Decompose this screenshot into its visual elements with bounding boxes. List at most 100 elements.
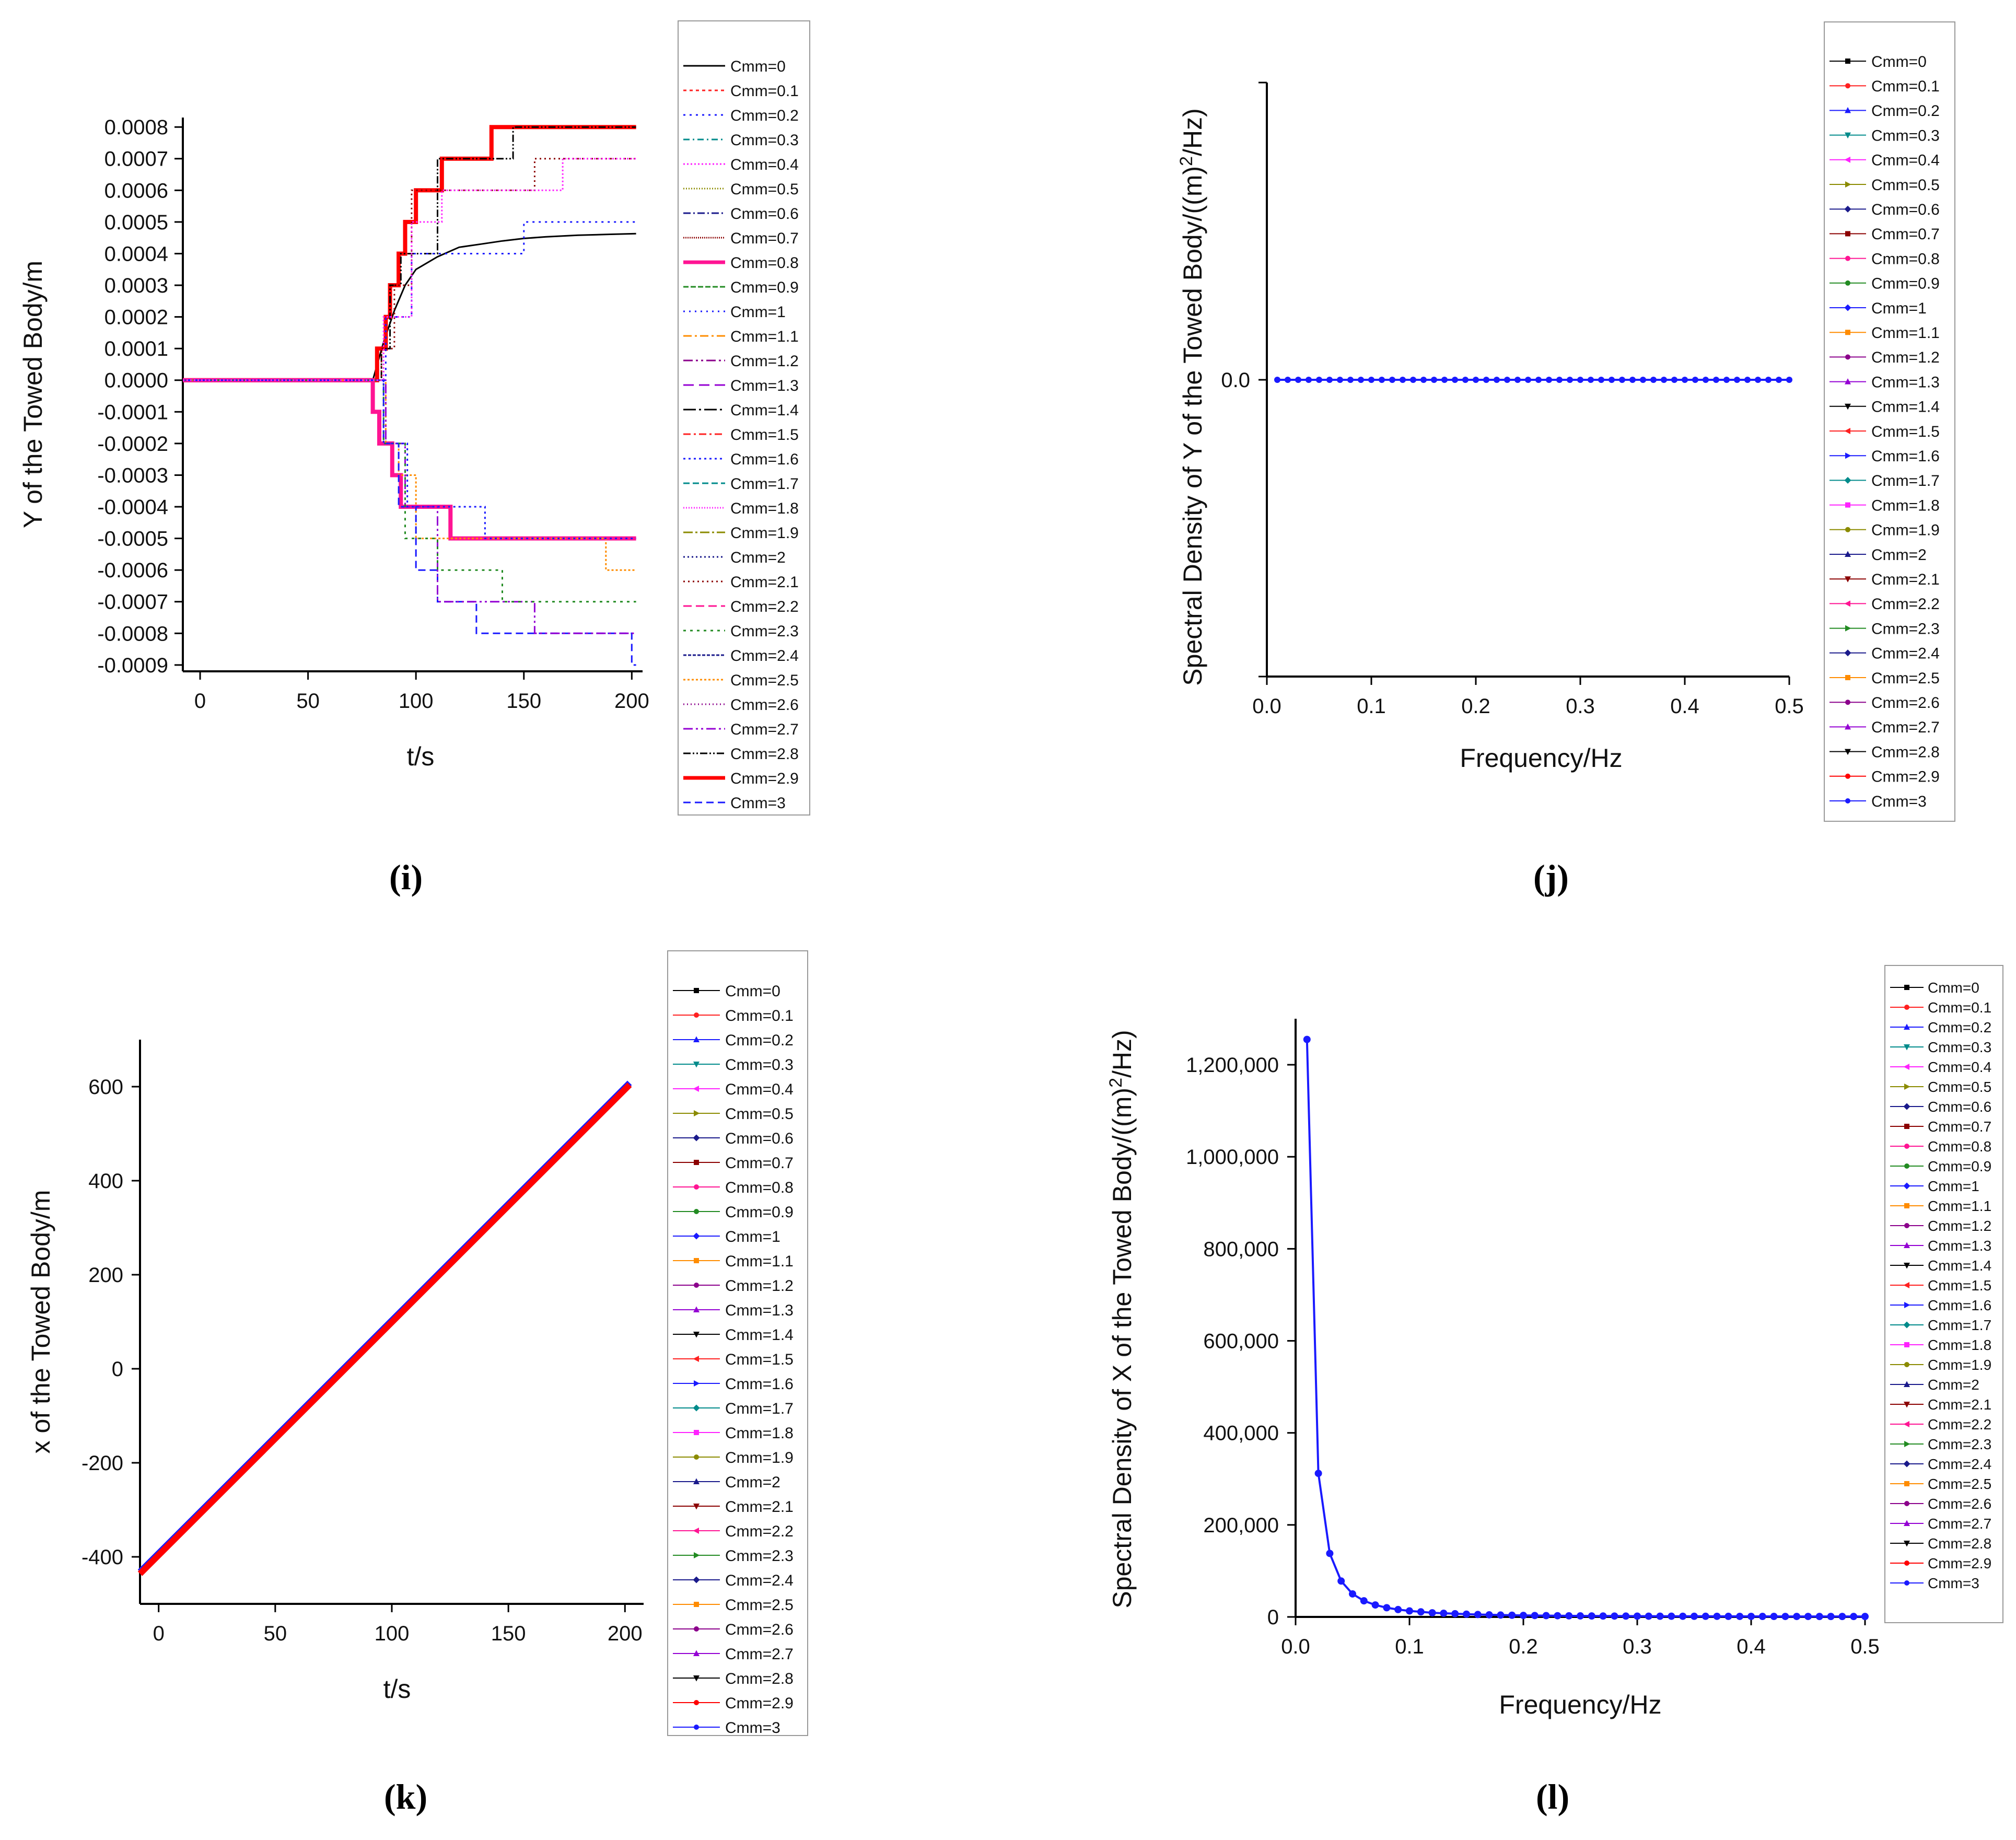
legend-entry: Cmm=1.8	[1871, 497, 1940, 514]
y-tick-label: -0.0007	[97, 591, 168, 614]
data-point	[1622, 1612, 1630, 1620]
legend-marker	[1845, 132, 1851, 139]
legend-entry: Cmm=2.5	[1871, 670, 1940, 687]
data-point	[1588, 377, 1594, 383]
data-point	[1400, 377, 1406, 383]
legend-entry: Cmm=3	[1871, 793, 1927, 810]
legend-marker	[694, 1209, 699, 1214]
data-point	[1337, 377, 1343, 383]
data-point	[1770, 1613, 1778, 1621]
data-point	[1379, 377, 1385, 383]
legend-marker	[1904, 1541, 1910, 1547]
legend-entry: Cmm=1.8	[730, 500, 799, 517]
y-tick-label: -0.0008	[97, 622, 168, 645]
x-tick-label: 0.1	[1357, 695, 1386, 718]
legend-entry: Cmm=1.2	[1871, 349, 1940, 366]
y-tick-label: 0.0004	[104, 242, 168, 265]
legend-entry: Cmm=0.9	[1871, 275, 1940, 293]
legend-marker	[693, 1306, 700, 1312]
legend-marker	[1904, 1144, 1909, 1149]
legend-entry: Cmm=2.2	[725, 1523, 794, 1540]
legend-entry: Cmm=2.3	[725, 1547, 794, 1565]
legend-marker	[693, 1134, 700, 1142]
data-point	[1358, 377, 1364, 383]
y-tick-label: -0.0009	[97, 654, 168, 677]
data-point	[1619, 377, 1625, 383]
y-tick-label: 0.0000	[104, 369, 168, 392]
legend-entry: Cmm=0.7	[1871, 226, 1940, 243]
x-axis-label: Frequency/Hz	[1499, 1690, 1661, 1719]
y-tick-label: 0.0006	[104, 179, 168, 202]
legend-marker	[694, 1430, 699, 1435]
data-point	[1815, 1613, 1823, 1621]
y-tick-label: 0.0007	[104, 148, 168, 171]
x-tick-label: 150	[491, 1622, 526, 1645]
legend-entry: Cmm=1.3	[725, 1302, 794, 1319]
legend-entry: Cmm=1.8	[1928, 1337, 1991, 1353]
legend-marker	[1845, 749, 1851, 755]
legend-marker	[693, 1675, 700, 1682]
data-point	[1668, 1612, 1675, 1620]
legend-entry: Cmm=1.4	[730, 402, 799, 419]
legend-box	[1884, 965, 2003, 1623]
data-point	[1682, 377, 1688, 383]
data-point	[1452, 377, 1458, 383]
x-tick-label: 0.3	[1566, 695, 1595, 718]
legend-entry: Cmm=0.2	[1871, 102, 1940, 120]
data-point	[1556, 377, 1563, 383]
series-line	[183, 378, 636, 541]
legend-entry: Cmm=1.1	[1928, 1198, 1991, 1214]
legend-marker	[1903, 1103, 1910, 1110]
data-point	[1314, 1470, 1322, 1477]
legend-entry: Cmm=0.2	[1928, 1019, 1991, 1035]
data-point	[1316, 377, 1322, 383]
data-point	[1744, 377, 1751, 383]
legend-entry: Cmm=2.7	[1871, 719, 1940, 736]
legend-entry: Cmm=0.1	[1928, 999, 1991, 1016]
data-point	[1671, 377, 1677, 383]
legend-entry: Cmm=1.2	[1928, 1218, 1991, 1234]
data-point	[1645, 1612, 1652, 1620]
data-point	[1747, 1612, 1755, 1620]
data-point	[1306, 377, 1312, 383]
legend-entry: Cmm=2.4	[1928, 1456, 1991, 1472]
y-tick-label: -0.0006	[97, 559, 168, 582]
legend-marker	[1845, 452, 1851, 459]
data-point	[1598, 377, 1604, 383]
data-point	[1736, 1612, 1744, 1620]
series-line	[183, 126, 636, 381]
data-point	[1542, 1612, 1550, 1620]
data-point	[1661, 377, 1667, 383]
y-tick-label: 1,200,000	[1186, 1054, 1279, 1077]
legend-marker	[1903, 1421, 1909, 1427]
legend-entry: Cmm=1.7	[1871, 472, 1940, 490]
data-point	[1360, 1597, 1368, 1605]
legend-marker	[1904, 1402, 1910, 1408]
x-tick-label: 0	[153, 1622, 165, 1645]
y-axis-label: x of the Towed Body/m	[26, 1190, 55, 1454]
x-tick-label: 100	[399, 690, 434, 713]
data-point	[1734, 377, 1740, 383]
data-point	[1599, 1612, 1607, 1620]
series-line	[137, 1082, 632, 1576]
series-line	[183, 379, 636, 603]
legend-entry: Cmm=1.1	[725, 1253, 794, 1270]
legend-entry: Cmm=2.6	[725, 1621, 794, 1638]
x-axis-label: Frequency/Hz	[1460, 743, 1622, 773]
data-point	[1546, 377, 1552, 383]
legend-marker	[1904, 1362, 1909, 1367]
legend-marker	[1845, 798, 1850, 803]
legend-marker	[1845, 773, 1850, 779]
legend-marker	[1904, 1302, 1910, 1308]
legend-marker	[1845, 378, 1851, 385]
data-point	[1588, 1612, 1595, 1620]
data-point	[1703, 377, 1709, 383]
legend-entry: Cmm=0.6	[725, 1130, 794, 1147]
data-point	[1629, 377, 1636, 383]
legend-entry: Cmm=1.9	[1928, 1357, 1991, 1373]
data-point	[1793, 1613, 1801, 1621]
x-tick-label: 0.5	[1775, 695, 1804, 718]
legend-entry: Cmm=2.9	[725, 1695, 794, 1712]
legend-entry: Cmm=0.8	[725, 1179, 794, 1196]
data-point	[1431, 377, 1437, 383]
